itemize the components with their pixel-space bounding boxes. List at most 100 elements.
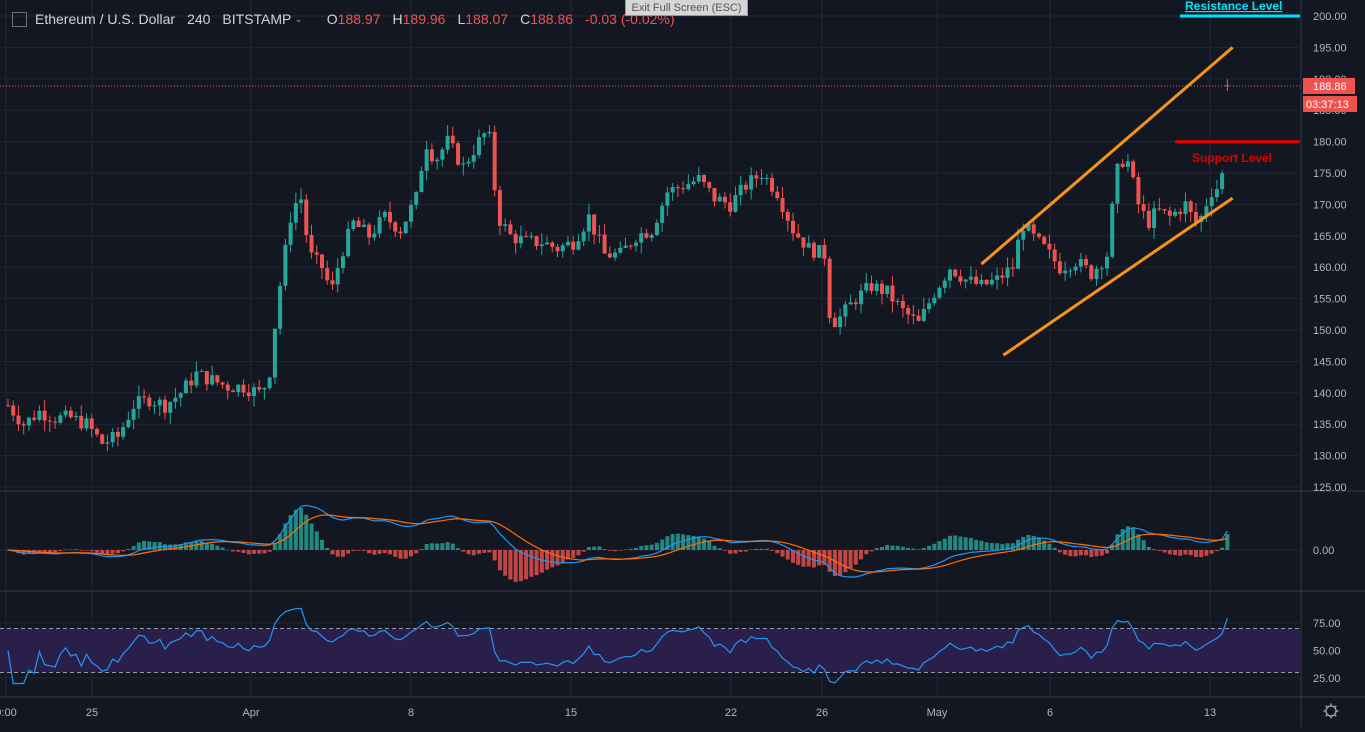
candle [791, 220, 795, 234]
exchange-label[interactable]: BITSTAMP [222, 11, 292, 27]
candle [304, 199, 309, 235]
macd-histogram-bar [649, 544, 654, 550]
candle [932, 297, 937, 304]
candle [246, 392, 251, 397]
macd-histogram-bar [105, 550, 110, 556]
candle [152, 405, 157, 407]
candle [393, 222, 398, 232]
candle [628, 245, 633, 247]
candle [968, 276, 973, 280]
gear-icon[interactable] [1323, 703, 1339, 719]
macd-histogram-bar [989, 543, 994, 550]
open-value: 188.97 [337, 11, 381, 27]
candle [403, 221, 408, 234]
candle [916, 315, 921, 321]
macd-histogram-bar [1042, 540, 1047, 550]
candle [351, 220, 356, 229]
macd-histogram-bar [246, 550, 251, 555]
countdown-badge: 03:37:13 [1306, 99, 1349, 111]
candle [314, 252, 319, 255]
exit-fullscreen-button[interactable]: Exit Full Screen (ESC) [625, 0, 748, 16]
macd-histogram-bar [518, 550, 523, 582]
macd-histogram-bar [110, 550, 115, 554]
candle [649, 234, 654, 238]
candle [1036, 233, 1041, 237]
macd-histogram-bar [560, 550, 565, 563]
macd-histogram-bar [623, 549, 628, 551]
price-tick-label: 175.00 [1313, 168, 1347, 180]
candle [367, 224, 372, 238]
macd-histogram-bar [367, 550, 372, 554]
candle [199, 371, 204, 373]
price-tick-label: 170.00 [1313, 199, 1347, 211]
candle [1204, 206, 1209, 216]
candle [26, 417, 31, 426]
candle [660, 205, 665, 223]
macd-histogram-bar [717, 548, 722, 550]
macd-histogram-bar [1125, 526, 1130, 550]
candle [293, 203, 298, 223]
candle [1162, 209, 1167, 211]
candle [194, 371, 199, 386]
macd-histogram-bar [921, 547, 926, 550]
channel-upper-line[interactable] [980, 46, 1234, 266]
macd-histogram-bar [743, 550, 748, 552]
time-tick-label: 15 [565, 707, 577, 719]
macd-histogram-bar [1157, 550, 1162, 551]
candle [770, 177, 775, 192]
candle [1010, 267, 1015, 269]
candle [895, 300, 900, 302]
macd-histogram-bar [853, 550, 858, 565]
candle [979, 279, 984, 284]
candle [827, 258, 832, 318]
candle [796, 233, 801, 238]
candle [262, 387, 267, 390]
macd-histogram-bar [89, 550, 94, 552]
rsi-tick-label: 50.00 [1313, 646, 1341, 658]
macd-histogram-bar [529, 550, 534, 577]
macd-histogram-bar [382, 550, 387, 554]
symbol-name[interactable]: Ethereum / U.S. Dollar [35, 11, 176, 27]
candle [707, 182, 712, 188]
macd-histogram-bar [1167, 550, 1172, 555]
macd-histogram-bar [408, 550, 413, 557]
macd-histogram-bar [618, 550, 623, 551]
macd-histogram-bar [874, 548, 879, 550]
candle [853, 302, 858, 305]
chevron-down-icon[interactable]: ⌄ [294, 13, 303, 25]
candle [1057, 261, 1062, 274]
macd-histogram-bar [84, 550, 89, 551]
candle [592, 214, 597, 235]
macd-histogram-bar [393, 550, 398, 557]
macd-histogram-bar [801, 550, 806, 567]
macd-histogram-bar [450, 543, 455, 550]
candle [555, 246, 560, 252]
candle [691, 181, 696, 185]
macd-histogram-bar [471, 550, 476, 556]
candle [1125, 161, 1130, 167]
price-badge-bg [1303, 77, 1355, 94]
macd-histogram-bar [686, 535, 691, 550]
candle [105, 442, 110, 444]
candle [534, 236, 539, 246]
candle [728, 202, 733, 212]
interval-label[interactable]: 240 [187, 11, 211, 27]
price-tick-label: 195.00 [1313, 42, 1347, 54]
macd-histogram-bar [152, 542, 157, 550]
candle [445, 135, 450, 150]
macd-histogram-bar [1047, 543, 1052, 550]
macd-histogram-bar [320, 539, 324, 550]
macd-histogram-bar [262, 550, 267, 554]
macd-histogram-bar [764, 548, 769, 550]
price-tick-label: 145.00 [1313, 356, 1347, 368]
channel-lower-line[interactable] [1002, 196, 1234, 357]
gear-icon-tooth [1334, 705, 1337, 708]
candle [236, 384, 241, 392]
candle [1084, 259, 1089, 266]
macd-histogram-bar [592, 546, 597, 550]
macd-histogram-bar [670, 534, 675, 550]
grid [0, 0, 1300, 696]
